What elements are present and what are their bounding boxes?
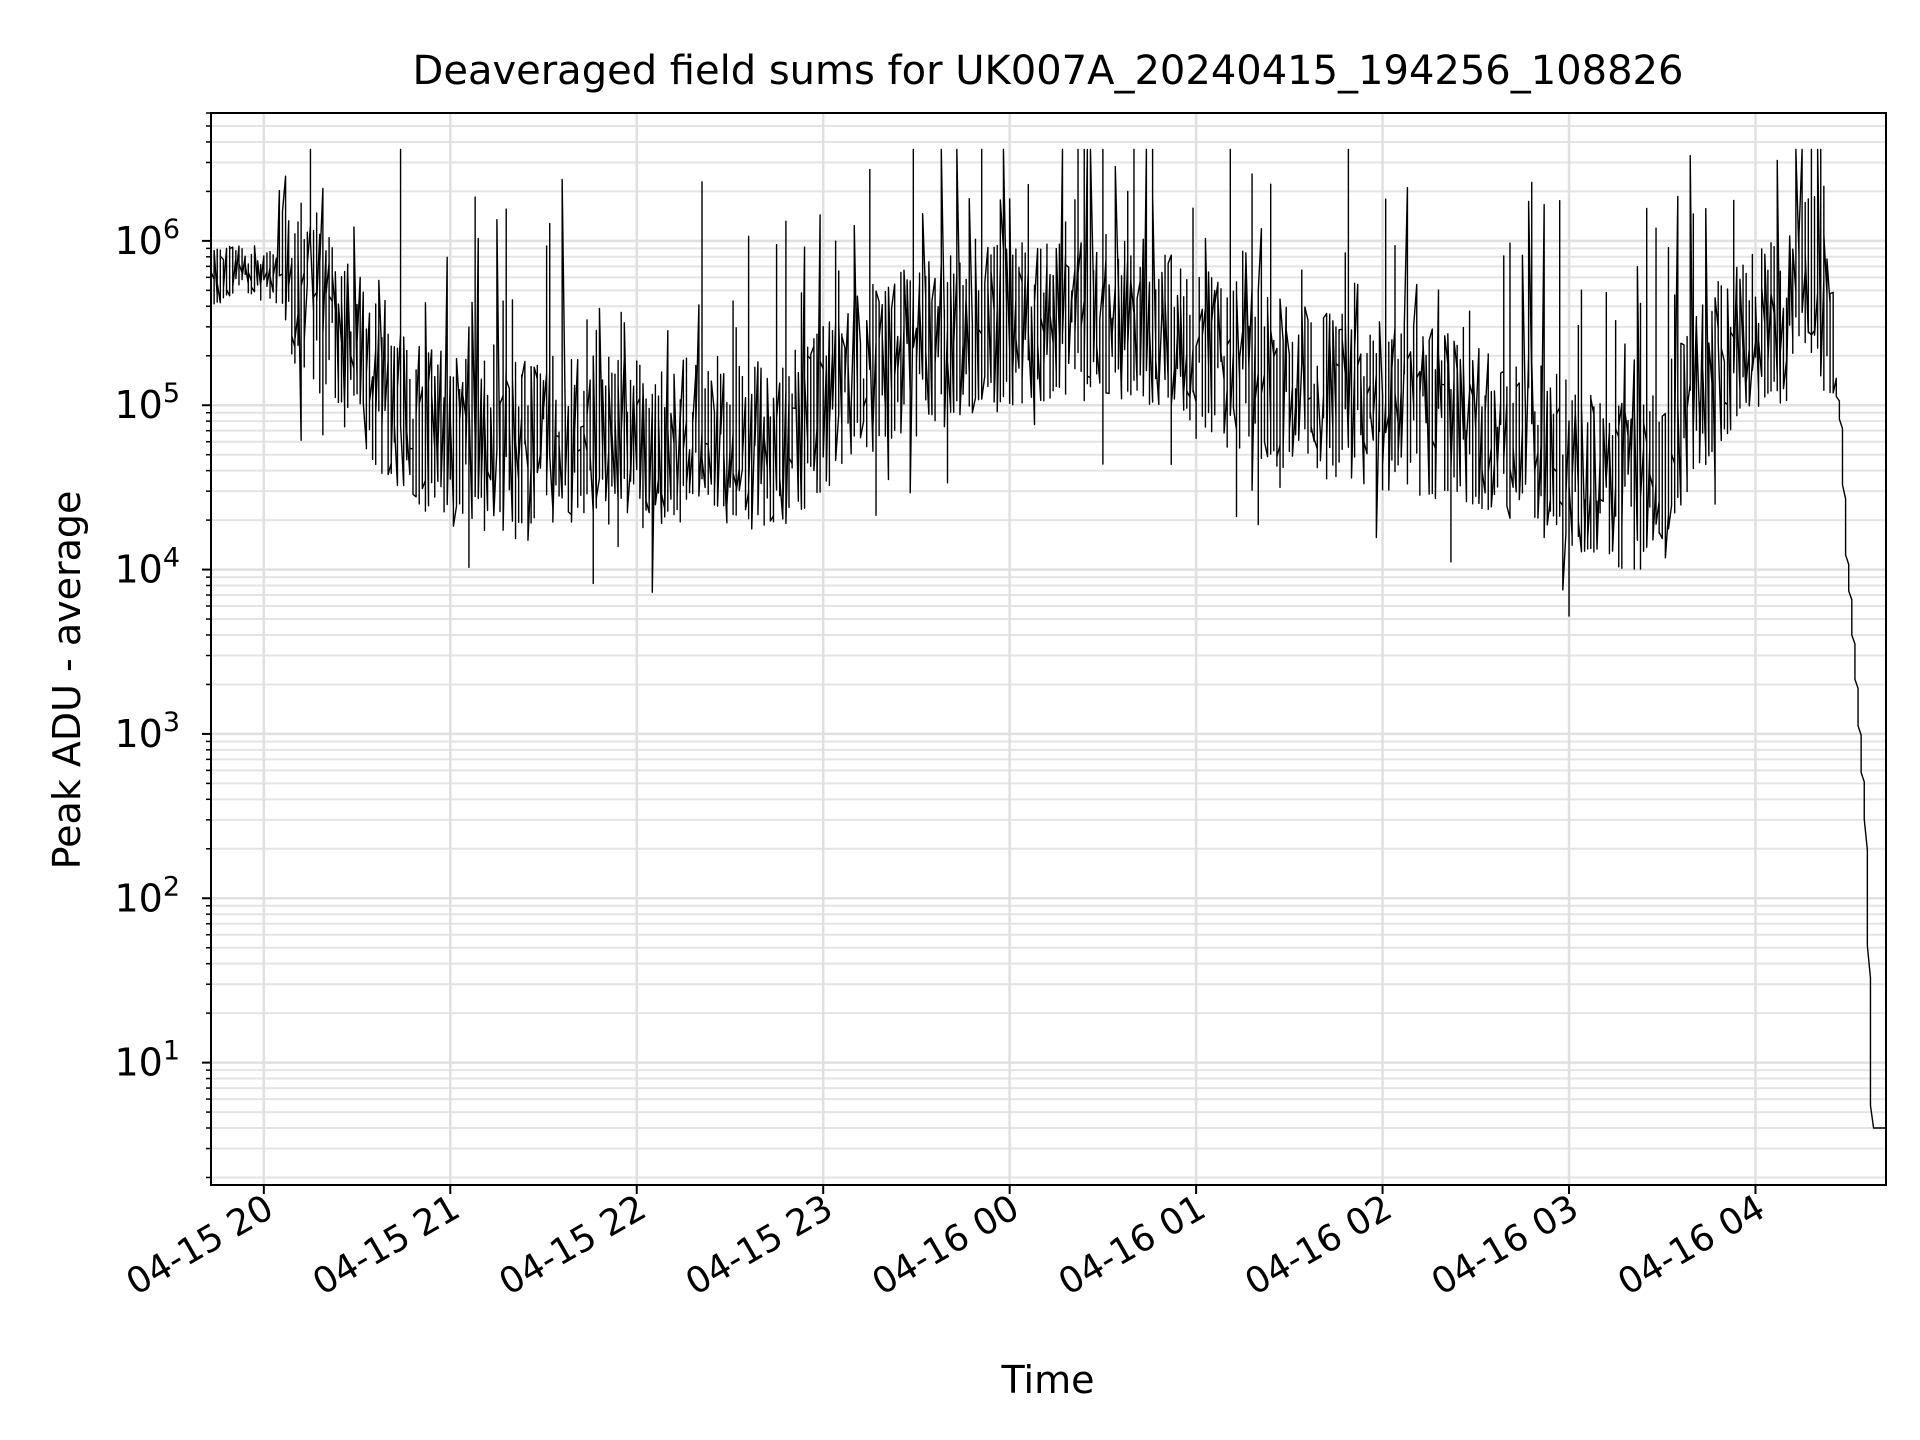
y-axis: 101 102 103 104 105 106 xyxy=(114,112,211,1179)
y-tick-label: 105 xyxy=(114,378,180,427)
series-line xyxy=(210,148,1886,1129)
chart-title: Deaveraged field sums for UK007A_2024041… xyxy=(413,48,1684,94)
y-tick-label: 101 xyxy=(114,1036,180,1085)
plot-frame xyxy=(210,112,1887,1186)
y-axis-label: Peak ADU - average xyxy=(45,491,89,870)
y-tick-label: 106 xyxy=(114,214,180,263)
x-axis-label: Time xyxy=(1001,1358,1095,1402)
y-tick-label: 102 xyxy=(114,871,180,920)
grid-major xyxy=(211,113,1886,1185)
series-layer xyxy=(210,148,1886,1129)
y-tick-label: 104 xyxy=(114,543,180,592)
y-tick-label: 103 xyxy=(114,707,180,756)
